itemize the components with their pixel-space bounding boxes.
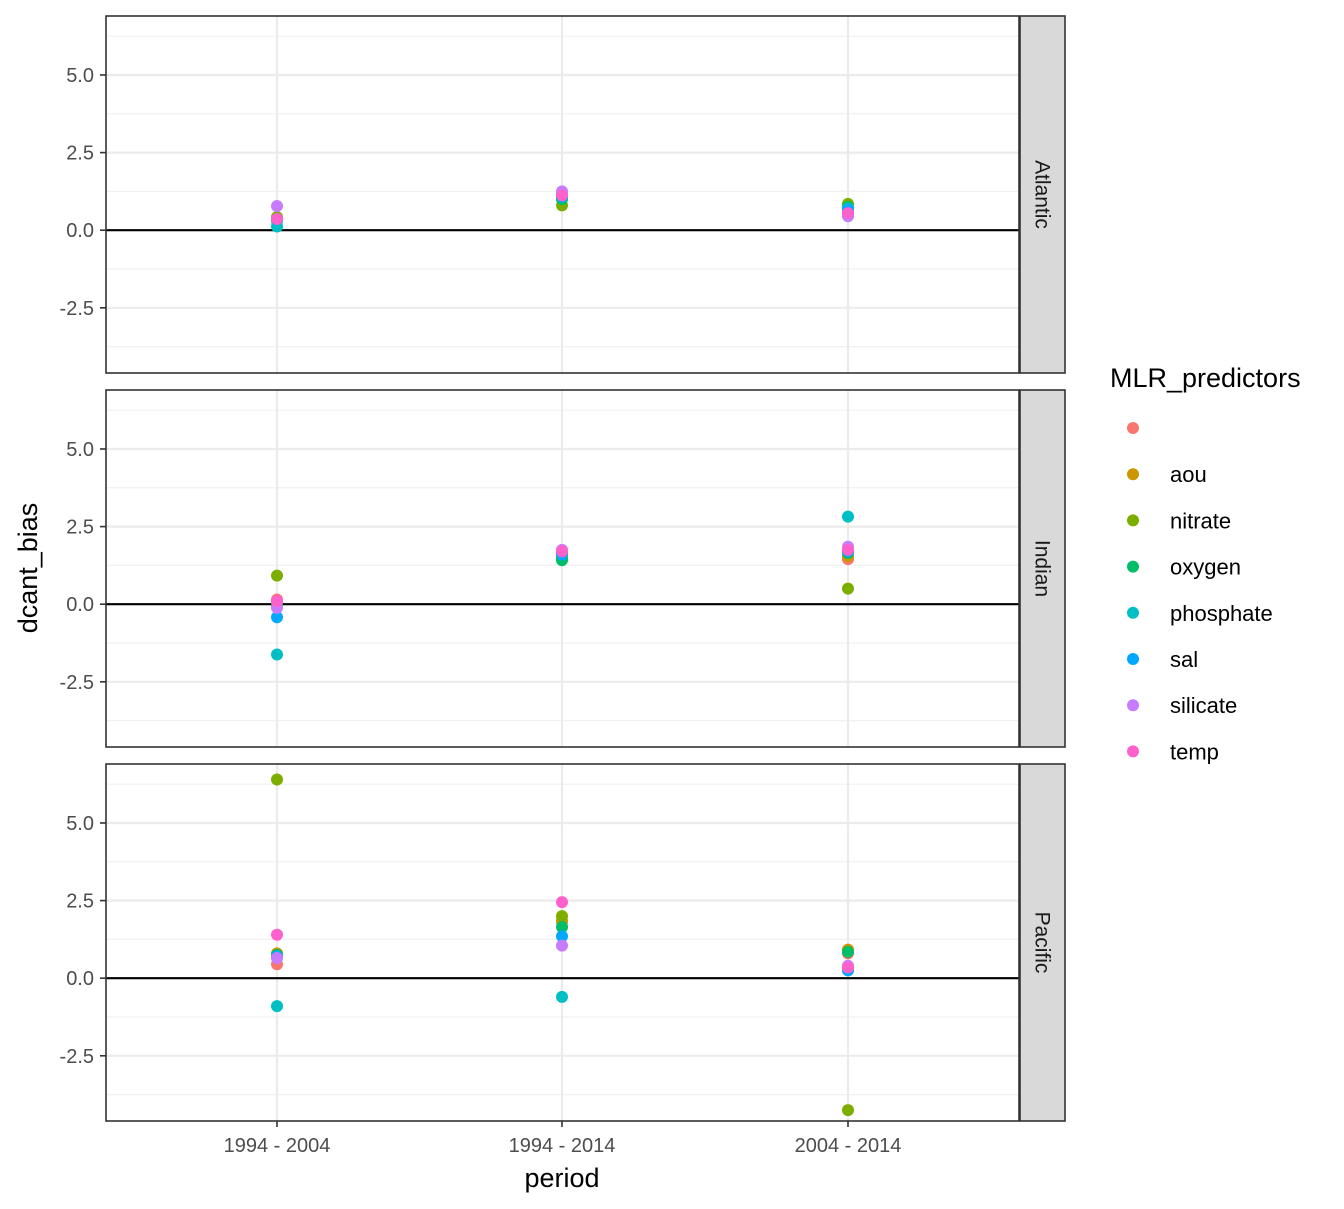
- data-point-phosphate: [556, 990, 568, 1003]
- legend-key: [1127, 514, 1139, 527]
- y-tick-label: -2.5: [60, 672, 94, 694]
- data-point-temp: [271, 595, 283, 608]
- legend-label: phosphate: [1170, 601, 1273, 626]
- legend-label: temp: [1170, 739, 1219, 764]
- data-point-sal: [271, 611, 283, 624]
- data-point-nitrate: [842, 1104, 854, 1117]
- x-tick-label: 1994 - 2004: [224, 1135, 331, 1157]
- legend-title: MLR_predictors: [1110, 363, 1301, 393]
- legend-label: aou: [1170, 462, 1207, 487]
- legend-key: [1127, 560, 1139, 573]
- legend-label: silicate: [1170, 693, 1237, 718]
- facet-strip-label: Pacific: [1031, 912, 1054, 974]
- data-point-nitrate: [271, 569, 283, 582]
- data-point-temp: [842, 207, 854, 220]
- data-point-phosphate: [271, 648, 283, 661]
- data-point-phosphate: [842, 510, 854, 523]
- data-point-phosphate: [271, 1000, 283, 1013]
- data-point-silicate: [271, 952, 283, 965]
- y-tick-label: 0.0: [66, 594, 94, 616]
- facet-panel-atlantic: -2.5 0.0 2.5 5.0 Atlantic: [60, 15, 1066, 374]
- y-tick-label: 0.0: [66, 220, 94, 242]
- data-point-oxygen: [556, 920, 568, 933]
- legend-key: [1127, 745, 1139, 758]
- data-point-nitrate: [842, 582, 854, 595]
- legend-key: [1127, 606, 1139, 619]
- data-point-nitrate: [556, 910, 568, 923]
- legend: MLR_predictors aou nitrate oxygen phosphate…: [1110, 363, 1301, 764]
- legend-item-blank: [1127, 422, 1139, 434]
- y-tick-label: -2.5: [60, 1046, 94, 1068]
- data-point-temp: [271, 213, 283, 226]
- data-point-temp: [556, 896, 568, 909]
- legend-key: [1127, 422, 1139, 434]
- y-tick-label: 2.5: [66, 517, 94, 539]
- legend-key: [1127, 468, 1139, 481]
- y-tick-label: -2.5: [60, 298, 94, 320]
- data-point-temp: [556, 189, 568, 202]
- facet-panel-indian: -2.5 0.0 2.5 5.0 Indian: [60, 389, 1066, 748]
- x-tick-label: 1994 - 2014: [509, 1135, 616, 1157]
- facet-panels: -2.5 0.0 2.5 5.0 Atlantic -2.5 0.0 2.5 5.0 Indian…: [60, 15, 1066, 1122]
- y-tick-label: 5.0: [66, 439, 94, 461]
- facet-strip: [1019, 389, 1066, 748]
- data-point-silicate: [271, 199, 283, 212]
- y-tick-label: 5.0: [66, 813, 94, 835]
- legend-item-nitrate: nitrate: [1127, 508, 1231, 533]
- legend-key: [1127, 653, 1139, 665]
- facet-strip: [1019, 15, 1066, 374]
- y-tick-label: 2.5: [66, 143, 94, 165]
- data-point-temp: [271, 928, 283, 941]
- y-tick-label: 0.0: [66, 968, 94, 990]
- legend-label: nitrate: [1170, 508, 1231, 533]
- x-axis-title: period: [524, 1163, 599, 1193]
- data-point-temp: [842, 961, 854, 974]
- legend-label: sal: [1170, 647, 1198, 672]
- facet-strip: [1019, 763, 1066, 1122]
- legend-key: [1127, 699, 1139, 712]
- legend-item-silicate: silicate: [1127, 693, 1237, 718]
- y-axis-title: dcant_bias: [13, 503, 43, 634]
- y-tick-label: 2.5: [66, 891, 94, 913]
- x-tick-label: 2004 - 2014: [795, 1135, 902, 1157]
- legend-item-sal: sal: [1127, 647, 1198, 672]
- y-tick-label: 5.0: [66, 65, 94, 87]
- x-axis: 1994 - 2004 1994 - 2014 2004 - 2014: [224, 1121, 902, 1157]
- data-point-sal: [556, 930, 568, 943]
- legend-label: oxygen: [1170, 555, 1241, 580]
- legend-item-aou: aou: [1127, 462, 1207, 487]
- data-point-temp: [842, 543, 854, 556]
- data-point-oxygen: [842, 945, 854, 958]
- facet-panel-pacific: -2.5 0.0 2.5 5.0 Pacific: [60, 763, 1066, 1122]
- data-point-temp: [556, 545, 568, 558]
- data-point-nitrate: [271, 773, 283, 786]
- legend-item-temp: temp: [1127, 739, 1219, 764]
- legend-item-oxygen: oxygen: [1127, 555, 1241, 580]
- legend-item-phosphate: phosphate: [1127, 601, 1273, 626]
- panel-border: [105, 15, 1020, 374]
- data-point-silicate: [556, 939, 568, 952]
- facet-strip-label: Indian: [1031, 540, 1054, 597]
- panel-border: [105, 389, 1020, 748]
- facet-strip-label: Atlantic: [1031, 160, 1054, 229]
